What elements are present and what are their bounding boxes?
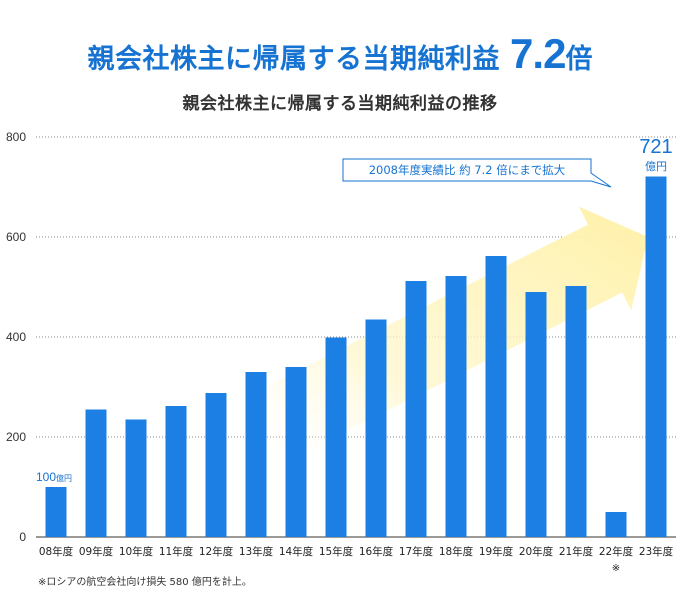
y-tick-label: 400 [6, 330, 26, 344]
y-tick-label: 600 [6, 230, 26, 244]
x-tick-label: 12年度 [199, 545, 234, 558]
y-tick-label: 200 [6, 430, 26, 444]
bar-08年度 [45, 487, 67, 537]
x-tick-label: 17年度 [399, 545, 434, 558]
bar-21年度 [565, 286, 587, 537]
last-bar-unit: 億円 [645, 160, 667, 173]
x-tick-label: 18年度 [439, 545, 474, 558]
x-tick-label: 11年度 [159, 545, 194, 558]
x-tick-label: 08年度 [39, 545, 74, 558]
bar-11年度 [165, 406, 187, 537]
category-note-mark: ※ [612, 563, 620, 574]
headline-number: 7.2 [510, 30, 566, 77]
x-tick-label: 20年度 [519, 545, 554, 558]
callout-text: 2008年度実績比 約 7.2 倍にまで拡大 [369, 163, 566, 177]
y-tick-label: 800 [6, 130, 26, 144]
first-bar-label: 100億円 [36, 470, 72, 484]
bar-16年度 [365, 319, 387, 537]
headline-unit: 倍 [565, 44, 593, 75]
x-tick-label: 23年度 [639, 545, 674, 558]
x-tick-label: 13年度 [239, 545, 274, 558]
x-tick-label: 10年度 [119, 545, 154, 558]
x-tick-label: 22年度 [599, 545, 634, 558]
bar-12年度 [205, 393, 227, 537]
x-tick-label: 16年度 [359, 545, 394, 558]
footnote: ※ロシアの航空会社向け損失 580 億円を計上。 [38, 577, 252, 588]
x-tick-label: 15年度 [319, 545, 354, 558]
x-tick-label: 09年度 [79, 545, 114, 558]
bar-14年度 [285, 367, 307, 537]
bar-15年度 [325, 337, 347, 537]
headline: 親会社株主に帰属する当期純利益 7.2倍 [0, 30, 680, 78]
x-tick-label: 19年度 [479, 545, 514, 558]
bar-20年度 [525, 292, 547, 537]
headline-text: 親会社株主に帰属する当期純利益 [87, 44, 501, 75]
bar-22年度 [605, 512, 627, 537]
bar-17年度 [405, 281, 427, 537]
bar-10年度 [125, 419, 147, 537]
chart-title: 親会社株主に帰属する当期純利益の推移 [182, 94, 498, 114]
y-tick-label: 0 [19, 530, 26, 544]
x-tick-label: 14年度 [279, 545, 314, 558]
bar-19年度 [485, 256, 507, 537]
bar-18年度 [445, 276, 467, 537]
bar-13年度 [245, 372, 267, 537]
callout-box [342, 158, 612, 188]
bar-09年度 [85, 409, 107, 537]
last-bar-value: 721 [639, 136, 672, 158]
x-tick-label: 21年度 [559, 545, 594, 558]
bar-23年度 [645, 176, 667, 537]
